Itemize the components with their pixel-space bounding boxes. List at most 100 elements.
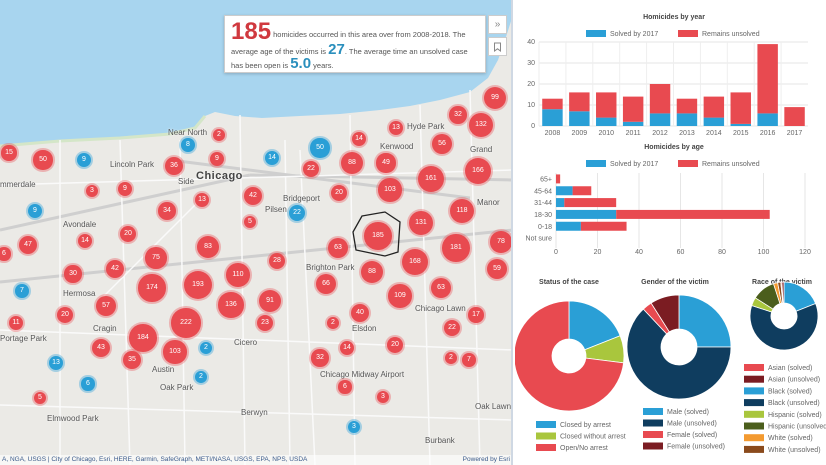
incident-cluster[interactable]: 2 xyxy=(445,352,457,364)
incident-cluster[interactable]: 3 xyxy=(85,184,99,198)
shoreline-park xyxy=(0,115,207,148)
place-label: Lincoln Park xyxy=(110,160,155,169)
incident-cluster[interactable]: 42 xyxy=(243,186,263,206)
incident-cluster[interactable]: 6 xyxy=(81,377,95,391)
incident-cluster[interactable]: 2 xyxy=(327,317,339,329)
incident-cluster[interactable]: 9 xyxy=(28,204,42,218)
incident-cluster[interactable]: 32 xyxy=(449,106,467,124)
incident-cluster[interactable]: 222 xyxy=(171,308,201,338)
incident-cluster[interactable]: 2 xyxy=(213,129,225,141)
incident-cluster[interactable]: 43 xyxy=(91,338,111,358)
incident-cluster[interactable]: 136 xyxy=(218,292,244,318)
incident-cluster[interactable]: 6 xyxy=(338,380,352,394)
incident-cluster[interactable]: 3 xyxy=(376,390,390,404)
place-label: Kenwood xyxy=(380,142,414,151)
incident-cluster[interactable]: 193 xyxy=(183,270,213,300)
incident-cluster[interactable]: 13 xyxy=(48,355,64,371)
incident-cluster[interactable]: 83 xyxy=(197,236,219,258)
incident-cluster[interactable]: 168 xyxy=(401,248,429,276)
incident-cluster[interactable]: 8 xyxy=(181,138,195,152)
incident-cluster[interactable]: 49 xyxy=(376,153,396,173)
incident-cluster[interactable]: 88 xyxy=(340,151,364,175)
incident-cluster[interactable]: 6 xyxy=(0,247,11,261)
incident-cluster[interactable]: 161 xyxy=(417,165,445,193)
incident-cluster[interactable]: 63 xyxy=(430,277,452,299)
incident-cluster[interactable]: 88 xyxy=(360,260,384,284)
incident-cluster[interactable]: 20 xyxy=(57,307,73,323)
incident-cluster[interactable]: 42 xyxy=(105,259,125,279)
incident-cluster[interactable]: 2 xyxy=(195,371,207,383)
incident-cluster[interactable]: 47 xyxy=(18,235,38,255)
incident-cluster[interactable]: 5 xyxy=(33,391,47,405)
incident-cluster[interactable]: 7 xyxy=(462,353,476,367)
incident-cluster[interactable]: 20 xyxy=(331,185,347,201)
incident-cluster[interactable]: 59 xyxy=(487,259,507,279)
incident-cluster[interactable]: 75 xyxy=(145,247,167,269)
incident-cluster[interactable]: 2 xyxy=(200,342,212,354)
incident-cluster[interactable]: 22 xyxy=(443,319,461,337)
powered-by-link[interactable]: Powered by Esri xyxy=(462,456,510,463)
bookmark-button[interactable] xyxy=(488,37,507,56)
legend-swatch xyxy=(536,421,556,428)
incident-cluster[interactable]: 181 xyxy=(442,234,470,262)
incident-cluster[interactable]: 23 xyxy=(256,314,274,332)
legend-label: Male (solved) xyxy=(667,409,709,416)
incident-cluster[interactable]: 174 xyxy=(138,274,166,302)
incident-cluster[interactable]: 22 xyxy=(302,160,320,178)
incident-cluster[interactable]: 166 xyxy=(464,157,492,185)
map-view[interactable]: Lincoln Park Near North Side Chicago Avondal… xyxy=(0,0,513,465)
bar-segment xyxy=(569,111,590,126)
incident-cluster[interactable]: 185 xyxy=(364,222,392,250)
incident-cluster[interactable]: 9 xyxy=(77,153,91,167)
incident-cluster[interactable]: 118 xyxy=(449,198,475,224)
incident-cluster[interactable]: 3 xyxy=(347,420,361,434)
incident-cluster[interactable]: 35 xyxy=(123,351,141,369)
incident-cluster[interactable]: 50 xyxy=(310,138,330,158)
incident-cluster[interactable]: 103 xyxy=(378,178,402,202)
incident-cluster[interactable]: 103 xyxy=(163,340,187,364)
incident-cluster[interactable]: 30 xyxy=(64,265,82,283)
incident-cluster[interactable]: 32 xyxy=(311,349,329,367)
incident-cluster[interactable]: 20 xyxy=(387,337,403,353)
bookmark-icon xyxy=(494,42,501,52)
incident-cluster[interactable]: 5 xyxy=(243,215,257,229)
incident-cluster[interactable]: 78 xyxy=(490,231,511,253)
incident-cluster[interactable]: 22 xyxy=(288,204,306,222)
pie-slice xyxy=(626,308,732,400)
incident-cluster[interactable]: 14 xyxy=(264,150,280,166)
incident-cluster[interactable]: 13 xyxy=(194,192,210,208)
incident-cluster[interactable]: 34 xyxy=(158,202,176,220)
incident-cluster[interactable]: 36 xyxy=(165,157,183,175)
incident-cluster[interactable]: 14 xyxy=(339,340,355,356)
incident-cluster[interactable]: 17 xyxy=(468,307,484,323)
incident-cluster[interactable]: 14 xyxy=(77,233,93,249)
incident-cluster[interactable]: 131 xyxy=(408,210,434,236)
incident-cluster[interactable]: 13 xyxy=(388,120,404,136)
incident-cluster[interactable]: 9 xyxy=(118,182,132,196)
incident-cluster[interactable]: 20 xyxy=(120,226,136,242)
y-tick-label: 0-18 xyxy=(538,224,552,231)
incident-cluster[interactable]: 50 xyxy=(33,150,53,170)
incident-cluster[interactable]: 99 xyxy=(483,86,507,110)
incident-cluster[interactable]: 28 xyxy=(268,252,286,270)
incident-cluster[interactable]: 56 xyxy=(432,134,452,154)
legend-swatch xyxy=(744,434,764,442)
summary-text-1: homicides occurred in this area over fro… xyxy=(231,30,466,56)
x-tick-label: 20 xyxy=(594,249,602,256)
incident-cluster[interactable]: 14 xyxy=(351,131,367,147)
collapse-panel-button[interactable]: » xyxy=(488,15,507,34)
incident-cluster[interactable]: 9 xyxy=(210,152,224,166)
bar-segment xyxy=(616,209,770,219)
incident-cluster[interactable]: 15 xyxy=(1,145,17,161)
incident-cluster[interactable]: 184 xyxy=(129,324,157,352)
incident-cluster[interactable]: 132 xyxy=(468,112,494,138)
incident-cluster[interactable]: 63 xyxy=(327,237,349,259)
incident-cluster[interactable]: 57 xyxy=(96,296,116,316)
incident-cluster[interactable]: 66 xyxy=(315,273,337,295)
incident-cluster[interactable]: 11 xyxy=(8,315,24,331)
incident-cluster[interactable]: 7 xyxy=(15,284,29,298)
incident-cluster[interactable]: 110 xyxy=(226,263,250,287)
incident-cluster[interactable]: 109 xyxy=(388,284,412,308)
incident-cluster[interactable]: 91 xyxy=(258,289,282,313)
incident-cluster[interactable]: 40 xyxy=(350,303,370,323)
